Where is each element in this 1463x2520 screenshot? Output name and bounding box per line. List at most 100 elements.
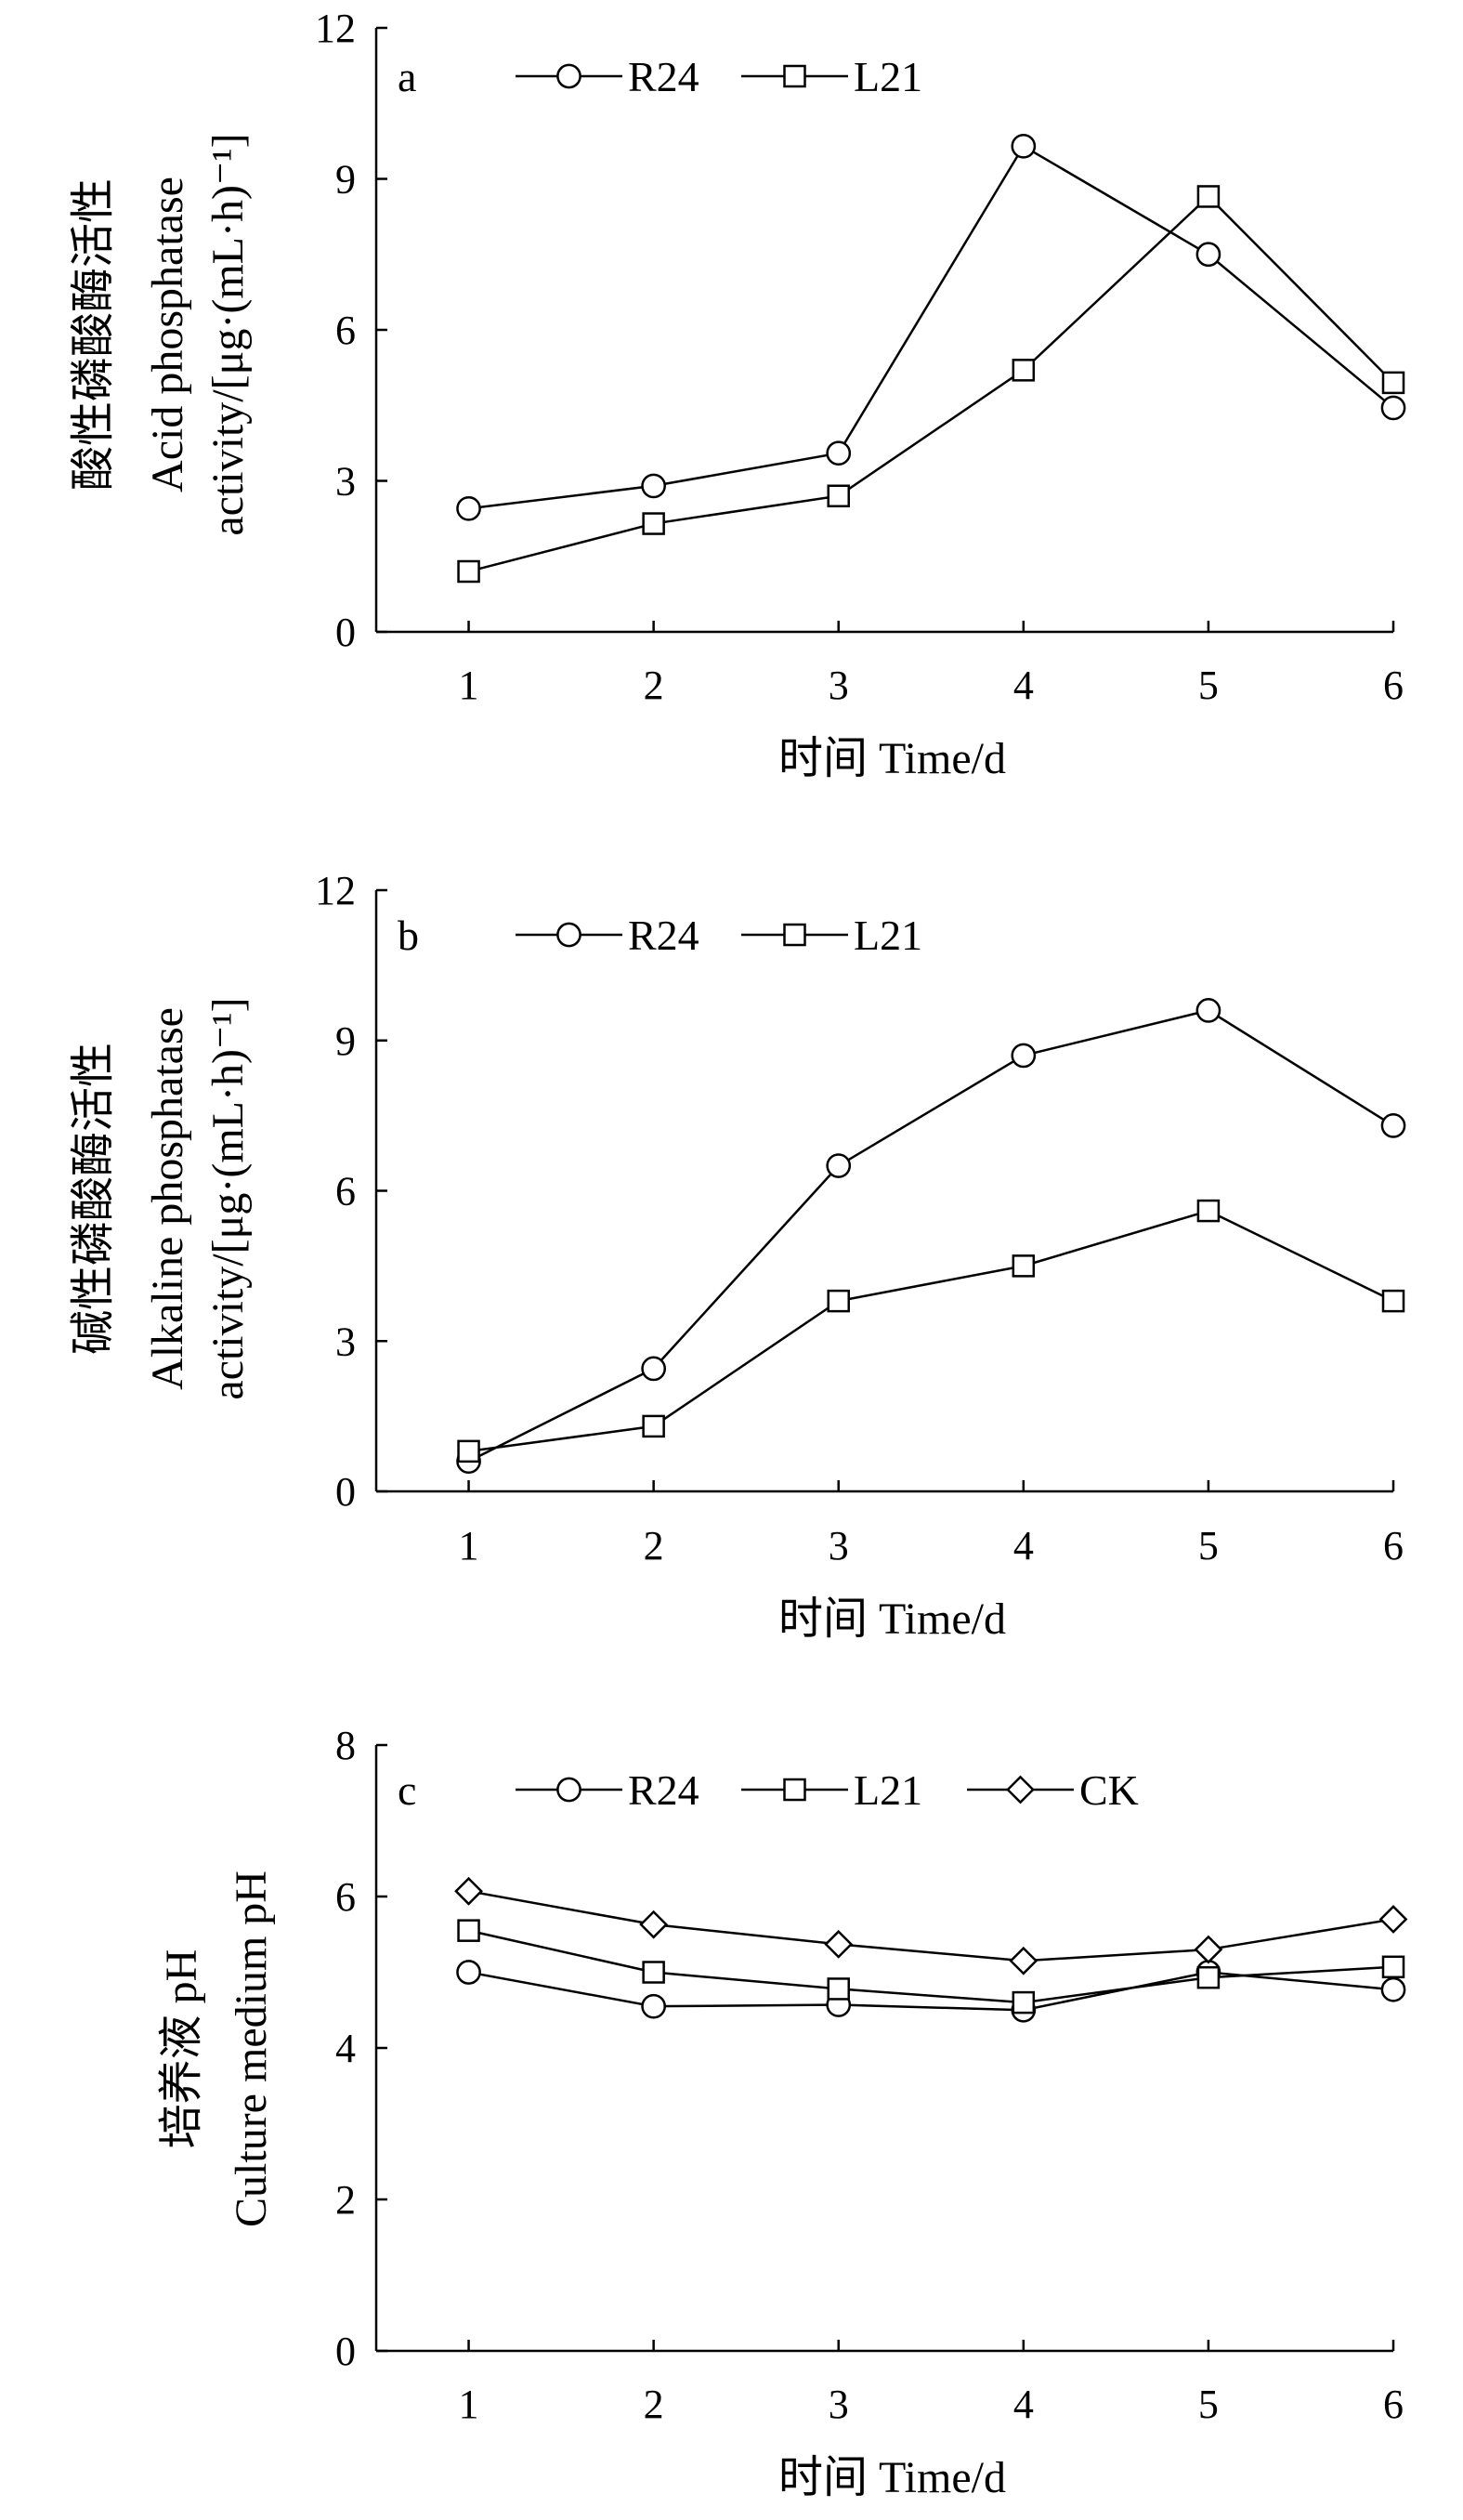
y-axis-title-line: 培养液 pH [157,1949,206,2149]
legend-label: L21 [854,1766,922,1814]
data-point [1012,359,1036,382]
data-point [827,1977,850,2001]
data-point [826,1153,852,1178]
x-tick-label: 4 [1013,1523,1034,1568]
data-point [1194,1935,1223,1964]
data-point [456,1960,481,1985]
series-r24 [456,1960,1406,2023]
series-line-r24 [467,1009,1394,1463]
panel-letter: c [398,1766,416,1814]
legend: R24 L21 [516,53,922,100]
panel-letter: a [398,53,416,100]
legend: R24 L21 CK [516,1766,1139,1814]
x-tick-label: 3 [829,1523,849,1568]
data-point [1196,185,1221,208]
data-point [1380,1113,1406,1138]
data-point [1378,1905,1408,1934]
data-point [827,1289,850,1313]
x-tick-label: 3 [829,2382,849,2427]
data-point [827,484,850,507]
data-point [641,473,666,499]
y-tick-label: 2 [335,2177,356,2223]
y-tick-label: 6 [335,308,356,353]
x-axis-title: 时间 Time/d [778,2453,1006,2502]
data-point [1196,1199,1221,1223]
x-axis-title: 时间 Time/d [778,734,1006,783]
x-tick-label: 1 [459,663,479,708]
legend-marker [1006,1775,1035,1805]
y-axis-title-line: Culture medium pH [227,1870,276,2227]
y-axis-title-line: 碱性磷酸酶活性 [69,1043,118,1355]
data-point [641,1356,666,1382]
series-line-l21 [468,1929,1394,2004]
legend-label: R24 [628,53,699,100]
y-tick-label: 9 [335,1018,356,1064]
legend-marker [556,1777,581,1803]
data-point [642,1414,665,1438]
y-tick-label: 6 [335,1169,356,1214]
y-tick-label: 0 [335,2329,356,2374]
data-point [454,1876,483,1906]
x-tick-label: 6 [1383,663,1404,708]
series-line-l21 [468,1209,1394,1453]
legend-label: R24 [628,912,699,959]
data-point [457,1439,480,1463]
y-tick-label: 0 [335,610,356,655]
data-point [1381,1955,1405,1979]
legend-label: L21 [854,912,922,959]
x-tick-label: 4 [1013,663,1034,708]
y-axis-title-line: Acid phosphatase [143,177,192,492]
data-point [642,1961,665,1984]
series-l21 [457,185,1405,584]
legend-marker [556,922,581,948]
series-l21 [457,1199,1405,1463]
data-point [456,495,481,521]
data-point [1011,133,1037,159]
x-tick-label: 6 [1383,1523,1404,1568]
y-axis-title-line: activity/[μg·(mL·h)⁻¹] [203,133,253,535]
data-point [1380,1976,1406,2002]
y-tick-label: 3 [335,459,356,505]
data-point [457,559,480,584]
y-tick-label: 12 [315,868,356,913]
series-line-r24 [468,1971,1394,2012]
x-tick-label: 4 [1013,2382,1034,2427]
data-point [1380,395,1406,421]
x-tick-label: 5 [1198,2382,1219,2427]
data-point [457,1919,480,1942]
legend-marker [783,64,806,88]
series-line-r24 [468,144,1394,510]
x-tick-label: 3 [829,663,849,708]
data-point [1195,242,1221,268]
data-point [1012,1990,1036,2015]
y-axis-title-line: activity/[μg·(mL·h)⁻¹] [203,997,253,1399]
y-axis-title-line: Alkaline phosphatase [143,1007,192,1390]
series-ck [454,1876,1408,1975]
data-point [1381,1289,1405,1313]
y-tick-label: 0 [335,1469,356,1515]
x-axis-title: 时间 Time/d [778,1595,1006,1644]
data-point [1381,371,1405,395]
y-tick-label: 12 [315,6,356,51]
data-point [639,1910,669,1939]
series-r24 [456,133,1406,521]
legend-marker [783,923,806,947]
x-tick-label: 2 [644,2382,664,2427]
panel-letter: b [398,912,419,959]
data-point [1196,1965,1221,1989]
x-tick-label: 1 [459,1523,479,1568]
x-tick-label: 2 [644,663,664,708]
x-tick-label: 2 [644,1523,664,1568]
y-tick-label: 6 [335,1874,356,1920]
series-line-l21 [468,194,1394,573]
series-line-ck [468,1890,1394,1962]
y-tick-label: 3 [335,1319,356,1364]
x-tick-label: 6 [1383,2382,1404,2427]
x-tick-label: 5 [1198,1523,1219,1568]
x-tick-label: 5 [1198,663,1219,708]
y-tick-label: 9 [335,157,356,203]
series-l21 [457,1919,1405,2015]
